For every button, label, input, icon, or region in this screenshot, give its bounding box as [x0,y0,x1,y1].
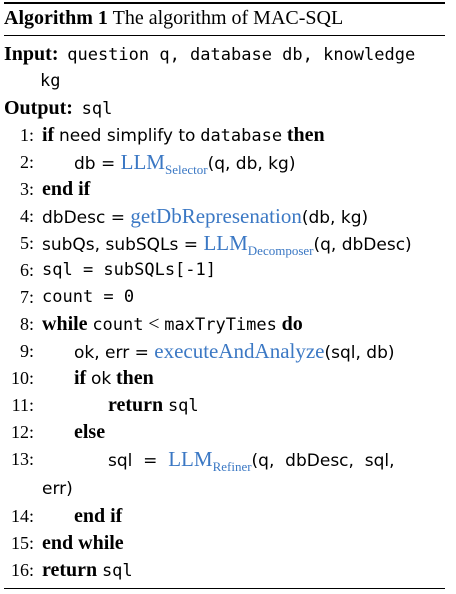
line-number: 6: [19,260,34,280]
line-number: 12: [10,422,34,442]
keyword-if: if [74,367,87,389]
output-text: sql [81,99,113,119]
algorithm-title: The algorithm of MAC-SQL [112,7,344,29]
line-number: 11: [11,395,34,415]
algo-line-15: 15: end while [4,530,445,556]
line-number: 5: [19,233,34,253]
top-rule [4,2,445,4]
algo-line-6: 6: sql = subSQLs[-1] [4,257,445,283]
algo-line-10: 10: if ok then [4,365,445,391]
function-name: LLM [168,447,213,471]
line-number: 2: [19,152,34,172]
algo-line-2: 2: db = LLMSelector(q, db, kg) [4,149,445,177]
function-name: LLM [120,150,165,174]
algo-line-5: 5: subQs, subSQLs = LLMDecomposer(q, dbD… [4,230,445,258]
assign-lhs: subQs, subSQLs = [42,235,204,255]
keyword-while: while [42,313,88,335]
condition-text: need simplify to [58,126,196,146]
input-label: Input: [4,43,59,65]
function-name: LLM [203,231,248,255]
keyword-return: return [108,394,164,416]
keyword-end-if: end if [74,505,123,527]
algo-line-3: 3: end if [4,176,445,202]
keyword-return: return [42,559,98,581]
algo-line-4: 4: dbDesc = getDbRepresenation(db, kg) [4,203,445,229]
algo-line-12: 12: else [4,419,445,445]
bottom-rule [4,588,445,589]
keyword-do: do [281,313,303,335]
function-args-cont: err) [42,479,73,499]
function-args: (q, db, kg) [207,154,296,174]
line-number: 13: [10,449,34,469]
output-label: Output: [4,97,73,119]
assign-lhs: db = [74,154,121,174]
output-line: Output: sql [4,95,112,121]
function-args: (sql, db) [324,343,395,363]
algorithm-box: Algorithm 1 The algorithm of MAC-SQL Inp… [4,0,445,594]
line-number: 14: [10,506,34,526]
line-number: 16: [10,560,34,580]
algo-line-1: 1: if need simplify to database then [4,122,445,148]
algo-line-8: 8: while count < maxTryTimes do [4,311,445,337]
condition-var: ok [90,369,112,389]
algo-line-11: 11: return sql [4,392,445,418]
caption-rule [4,35,445,36]
keyword-then: then [115,367,154,389]
algorithm-label: Algorithm 1 [4,7,108,29]
line-number: 10: [10,368,34,388]
input-line-cont: kg [40,68,60,94]
function-subscript: Selector [164,162,208,177]
return-value: sql [167,396,199,416]
algo-line-7: 7: count = 0 [4,284,445,310]
assign-lhs: dbDesc = [42,208,131,228]
algo-line-13-cont: err) [4,476,445,502]
keyword-then: then [286,124,325,146]
line-number: 9: [19,341,34,361]
loop-var: count [92,315,144,335]
input-text: question q, database db, knowledge [67,45,416,65]
code-text: count = 0 [42,287,135,307]
function-args: (q, dbDesc) [313,235,412,255]
algorithm-caption: Algorithm 1 The algorithm of MAC-SQL [4,5,343,31]
line-number: 7: [19,287,34,307]
keyword-else: else [74,421,106,443]
function-name: getDbRepresenation [130,204,302,228]
condition-var: database [200,126,283,146]
keyword-if: if [42,124,55,146]
function-name: executeAndAnalyze [154,339,325,363]
algo-line-9: 9: ok, err = executeAndAnalyze(sql, db) [4,338,445,364]
algo-line-13: 13: sql = LLMRefiner(q, dbDesc, sql, [4,446,445,474]
algo-line-14: 14: end if [4,503,445,529]
assign-lhs: sql = [108,451,169,471]
keyword-end-while: end while [42,532,124,554]
line-number: 15: [10,533,34,553]
function-args: (db, kg) [301,208,369,228]
function-subscript: Decomposer [247,243,314,258]
less-than-symbol: < [148,313,160,335]
line-number: 1: [19,125,34,145]
input-text-cont: kg [40,71,61,91]
loop-limit: maxTryTimes [164,315,277,335]
line-number: 3: [19,179,34,199]
keyword-end-if: end if [42,178,91,200]
code-text: sql = subSQLs[-1] [42,260,216,280]
assign-lhs: ok, err = [74,343,155,363]
function-args: (q, dbDesc, sql, [251,451,395,471]
algo-line-16: 16: return sql [4,557,445,583]
line-number: 4: [19,206,34,226]
input-line: Input: question q, database db, knowledg… [4,41,415,67]
return-value: sql [101,561,133,581]
function-subscript: Refiner [212,459,252,474]
line-number: 8: [19,314,34,334]
